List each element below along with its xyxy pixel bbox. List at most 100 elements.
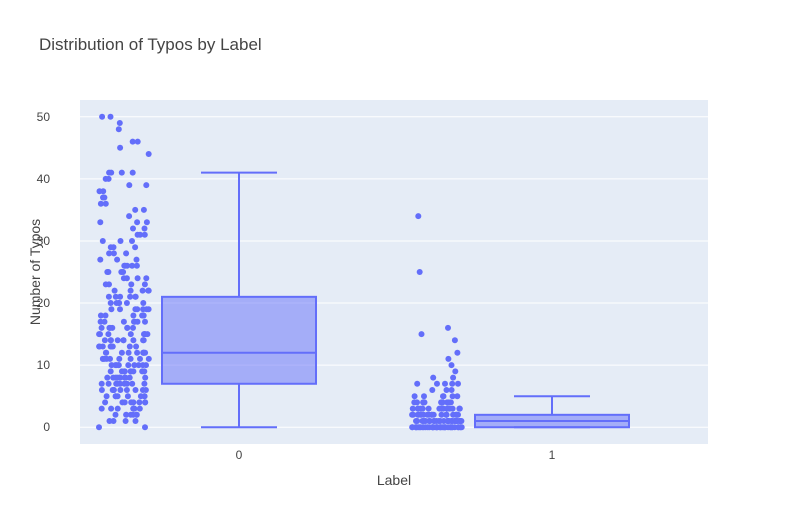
data-point [125, 349, 132, 356]
data-point [129, 380, 136, 387]
data-point [129, 238, 135, 244]
data-point [139, 362, 146, 369]
data-point [112, 293, 119, 300]
data-point [127, 293, 134, 300]
data-point [98, 405, 105, 412]
points-0 [96, 113, 152, 431]
data-point [414, 418, 421, 424]
data-point [130, 368, 137, 375]
data-point [118, 349, 125, 356]
data-point [438, 411, 445, 418]
data-point [141, 281, 148, 288]
data-point [127, 287, 134, 294]
data-point [117, 306, 123, 313]
data-point [139, 368, 146, 375]
data-point [98, 387, 105, 393]
data-point [130, 405, 137, 412]
data-point [143, 182, 150, 189]
data-point [140, 300, 147, 306]
data-point [123, 275, 130, 282]
data-point [127, 331, 134, 338]
data-point [105, 380, 112, 387]
data-point [121, 380, 128, 387]
data-point [141, 231, 148, 238]
data-point [101, 194, 108, 201]
data-point [115, 362, 122, 369]
data-point [110, 250, 117, 257]
data-point [112, 411, 119, 418]
data-point [97, 256, 104, 263]
x-tick-label: 1 [549, 448, 556, 462]
y-tick-label: 50 [37, 110, 51, 124]
data-point [117, 144, 124, 151]
y-axis-ticks: 0 10 20 30 40 50 [37, 110, 51, 434]
data-point [108, 169, 115, 176]
data-point [123, 250, 130, 257]
data-point [145, 287, 152, 294]
data-point [107, 244, 114, 251]
box-group-1 [409, 213, 630, 431]
data-point [145, 355, 152, 362]
data-point [121, 368, 128, 375]
data-point [131, 362, 138, 369]
data-point [107, 368, 114, 375]
data-point [440, 393, 447, 400]
data-point [449, 380, 456, 387]
data-point [107, 337, 114, 344]
data-point [106, 418, 113, 424]
data-point [114, 405, 121, 412]
data-point [107, 355, 113, 362]
data-point [142, 399, 149, 406]
data-point [142, 318, 148, 325]
data-point [448, 387, 455, 393]
data-point [123, 300, 130, 306]
data-point [99, 355, 106, 362]
data-point [456, 405, 463, 412]
data-point [142, 424, 148, 431]
data-point [114, 337, 121, 344]
data-point [414, 380, 421, 387]
data-point [418, 331, 425, 338]
data-point [139, 287, 146, 294]
data-point [424, 411, 431, 418]
data-point [444, 405, 451, 412]
data-point [142, 374, 149, 381]
data-point [97, 331, 103, 338]
data-point [106, 324, 113, 331]
data-point [112, 374, 119, 381]
data-point [117, 374, 124, 381]
data-point [143, 219, 150, 226]
data-point [415, 213, 422, 220]
data-point [141, 380, 148, 387]
data-point [130, 324, 136, 331]
data-point [96, 188, 103, 195]
box-group-0 [96, 113, 317, 431]
y-tick-label: 30 [37, 234, 51, 248]
data-point [131, 318, 138, 325]
data-point [134, 349, 141, 356]
data-point [436, 405, 443, 412]
data-point [132, 387, 139, 393]
data-point [116, 355, 123, 362]
data-point [132, 418, 139, 424]
data-point [104, 269, 111, 275]
data-point [141, 225, 148, 232]
data-point [96, 424, 102, 431]
data-point [102, 175, 109, 182]
data-point [120, 337, 127, 344]
data-point [132, 306, 139, 313]
data-point [113, 300, 120, 306]
data-point [440, 424, 447, 431]
data-point [411, 399, 418, 406]
data-point [137, 355, 143, 362]
data-point [117, 238, 124, 244]
chart-title: Distribution of Typos by Label [39, 35, 262, 54]
data-point [415, 405, 422, 412]
data-point [109, 387, 116, 393]
data-point [445, 399, 452, 406]
data-point [145, 151, 152, 157]
data-point [132, 293, 139, 300]
data-point [116, 120, 123, 126]
